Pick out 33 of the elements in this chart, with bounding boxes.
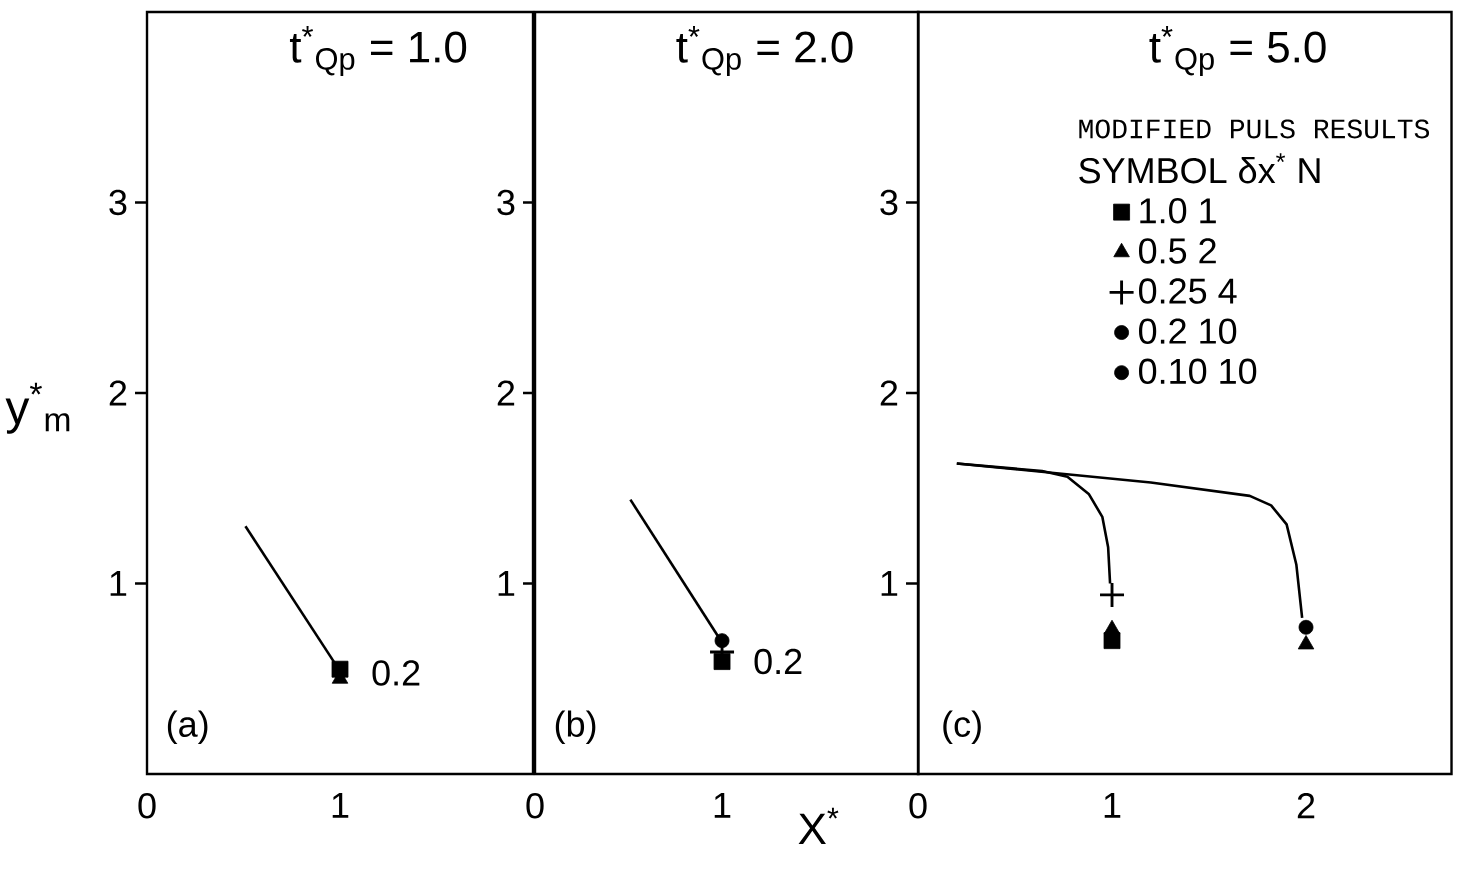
x-axis-title: X$^{*}$ (798, 807, 839, 844)
chart-title: t$^{*}$$_{Qp}$ = 5.0 (1149, 26, 1326, 76)
y-tick-label: 3 (109, 189, 127, 216)
annotation: (b) (555, 710, 596, 745)
annotation: (c) (943, 710, 981, 745)
y-axis-title: y$^{*}$m (5, 382, 70, 434)
y-tick-label: 2 (880, 380, 898, 406)
annotation: 0.2 (754, 648, 802, 675)
x-tick-label: 0 (526, 793, 544, 819)
y-tick-label: 1 (110, 571, 127, 596)
y-tick-label: 3 (880, 189, 898, 216)
legend-label: 0.25 4 (1139, 278, 1237, 304)
y-tick-label: 3 (497, 189, 515, 216)
legend-title: MODIFIED PULS RESULTS (1079, 119, 1430, 139)
chart-title: t$^{*}$$_{Qp}$ = 1.0 (289, 26, 467, 76)
annotation: (a) (167, 710, 208, 745)
annotation: 0.2 (372, 660, 420, 686)
annotation: SYMBOL δx$^{*}$ N (1079, 153, 1320, 184)
legend-label: 0.5 2 (1139, 238, 1216, 264)
legend-label: 0.2 10 (1139, 318, 1237, 344)
y-tick-label: 1 (881, 571, 898, 596)
chart-title: t$^{*}$$_{Qp}$ = 2.0 (676, 26, 853, 76)
legend-label: 1.0 1 (1140, 198, 1216, 224)
y-tick-label: 2 (497, 380, 515, 406)
y-tick-label: 1 (498, 571, 515, 596)
x-tick-label: 1 (714, 793, 731, 818)
x-tick-label: 0 (138, 793, 156, 819)
x-tick-label: 0 (909, 793, 927, 819)
legend-label: 0.10 10 (1139, 358, 1257, 385)
x-tick-label: 1 (332, 793, 349, 818)
y-tick-label: 2 (109, 380, 127, 406)
x-tick-label: 1 (1104, 793, 1121, 818)
x-tick-label: 2 (1297, 793, 1315, 819)
